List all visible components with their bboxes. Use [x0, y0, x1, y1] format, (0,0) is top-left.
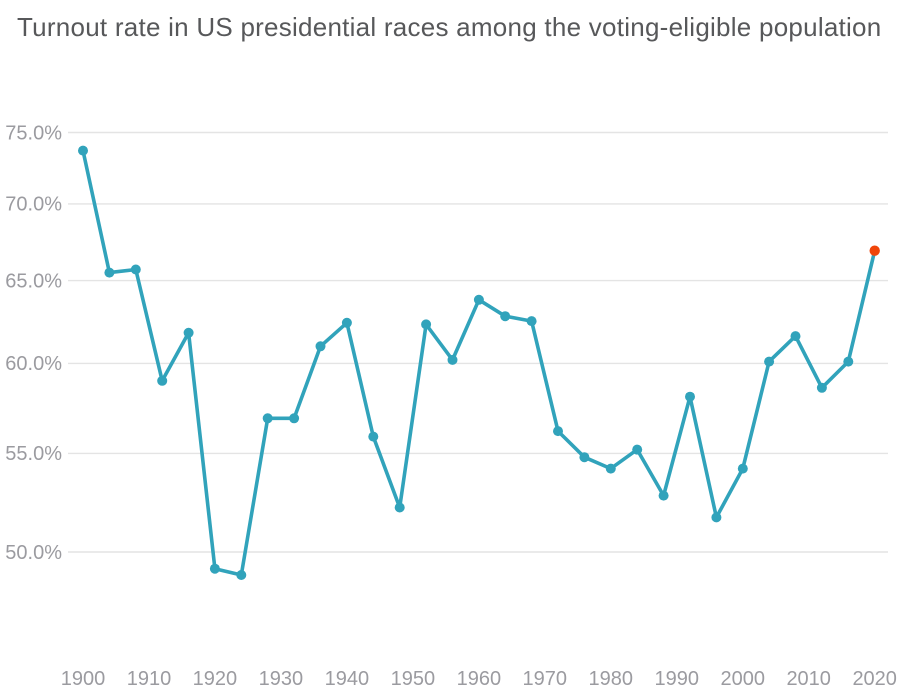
svg-text:60.0%: 60.0% — [5, 353, 62, 375]
svg-text:1970: 1970 — [523, 668, 568, 690]
svg-text:2000: 2000 — [721, 668, 766, 690]
svg-text:1930: 1930 — [259, 668, 304, 690]
svg-text:50.0%: 50.0% — [5, 542, 62, 564]
svg-text:75.0%: 75.0% — [5, 122, 62, 144]
svg-text:1950: 1950 — [391, 668, 436, 690]
svg-text:65.0%: 65.0% — [5, 270, 62, 292]
svg-text:2020: 2020 — [852, 668, 897, 690]
svg-text:55.0%: 55.0% — [5, 443, 62, 465]
svg-text:2010: 2010 — [786, 668, 831, 690]
svg-text:70.0%: 70.0% — [5, 194, 62, 216]
svg-text:1990: 1990 — [655, 668, 700, 690]
svg-text:1980: 1980 — [589, 668, 634, 690]
svg-text:1960: 1960 — [457, 668, 502, 690]
svg-text:1900: 1900 — [61, 668, 106, 690]
svg-text:1920: 1920 — [193, 668, 238, 690]
svg-text:1910: 1910 — [127, 668, 172, 690]
svg-text:1940: 1940 — [325, 668, 370, 690]
